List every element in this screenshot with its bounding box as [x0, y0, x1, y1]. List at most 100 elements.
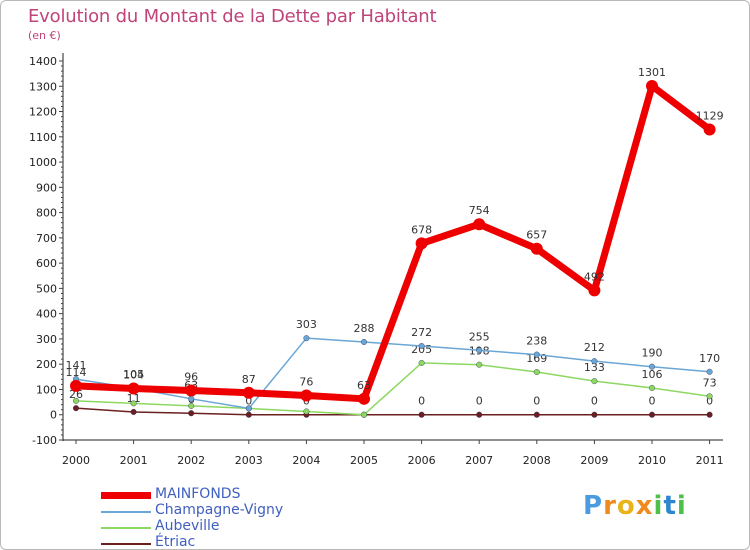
logo-letter: P — [583, 491, 604, 521]
data-point-mainfonds — [242, 386, 255, 399]
data-label--triac: 0 — [476, 395, 483, 408]
data-label-mainfonds: 63 — [357, 379, 371, 392]
legend-swatch-aubeville — [101, 527, 151, 529]
x-tick-label: 2010 — [638, 454, 666, 467]
data-label-aubeville: 73 — [703, 376, 717, 389]
y-tick-label: 600 — [36, 257, 57, 270]
data-point-aubeville — [130, 400, 137, 407]
series-line-mainfonds — [72, 82, 714, 403]
x-tick-label: 2009 — [580, 454, 608, 467]
y-tick-label: 1100 — [29, 131, 57, 144]
y-tick-label: 200 — [36, 358, 57, 371]
data-label-champagne-vigny: 170 — [699, 352, 720, 365]
data-point-mainfonds — [70, 379, 82, 392]
data-label-champagne-vigny: 288 — [354, 322, 375, 335]
data-point-mainfonds — [358, 392, 370, 405]
legend-swatch-champagne-vigny — [101, 511, 151, 513]
legend-label-champagne-vigny: Champagne-Vigny — [155, 502, 284, 518]
legend-label-mainfonds: MAINFONDS — [155, 486, 241, 502]
series-line-champagne-vigny — [75, 337, 711, 410]
data-point-mainfonds — [185, 384, 198, 397]
data-point--triac — [591, 411, 598, 418]
data-label-champagne-vigny: 255 — [469, 330, 490, 343]
data-label-champagne-vigny: 303 — [296, 318, 317, 331]
legend-label-aubeville: Aubeville — [155, 518, 220, 534]
data-label-champagne-vigny: 141 — [66, 359, 87, 372]
logo-letter: x — [635, 491, 654, 521]
data-point--triac — [533, 411, 540, 418]
data-label-champagne-vigny: 238 — [526, 335, 547, 348]
data-point-champagne-vigny — [533, 351, 540, 358]
x-tick-label: 2008 — [523, 454, 551, 467]
data-point-champagne-vigny — [188, 395, 195, 402]
data-point--triac — [476, 411, 483, 418]
series-line--triac — [75, 407, 711, 416]
y-tick-label: 300 — [36, 333, 57, 346]
logo-letter: o — [616, 491, 636, 521]
data-label--triac: 26 — [69, 388, 83, 401]
data-point--triac — [72, 405, 79, 412]
x-tick-label: 2011 — [696, 454, 724, 467]
data-point-champagne-vigny — [706, 368, 713, 375]
data-label-mainfonds: 1301 — [638, 66, 666, 79]
x-tick-label: 2006 — [408, 454, 436, 467]
data-point--triac — [130, 408, 137, 415]
logo-letter: i — [653, 491, 664, 521]
data-label-mainfonds: 96 — [184, 370, 198, 383]
data-point-aubeville — [361, 411, 368, 418]
logo-letter: i — [676, 491, 687, 521]
data-label--triac: 0 — [418, 395, 425, 408]
proxiti-logo: Proxiti — [583, 491, 687, 521]
data-point-mainfonds — [473, 218, 486, 231]
data-label-mainfonds: 104 — [123, 368, 144, 381]
legend-swatch-mainfonds — [101, 492, 151, 499]
y-tick-label: 900 — [36, 181, 57, 194]
data-label--triac: 0 — [649, 395, 656, 408]
chart-subtitle: (en €) — [28, 29, 61, 42]
data-label-mainfonds: 492 — [584, 270, 605, 283]
data-point-champagne-vigny — [361, 338, 368, 345]
data-point-aubeville — [418, 359, 425, 366]
x-tick-label: 2003 — [235, 454, 263, 467]
data-label-mainfonds: 76 — [299, 376, 313, 389]
data-point-champagne-vigny — [303, 335, 310, 342]
legend: MAINFONDS Champagne-Vigny Aubeville Étriac — [101, 486, 341, 549]
data-point-aubeville — [533, 369, 540, 376]
y-tick-label: 700 — [36, 232, 57, 245]
data-label-mainfonds: 87 — [242, 373, 256, 386]
x-tick-label: 2001 — [120, 454, 148, 467]
legend-item--triac: Étriac — [101, 534, 341, 549]
y-tick-label: 100 — [36, 383, 57, 396]
legend-item-aubeville: Aubeville — [101, 518, 341, 535]
x-tick-label: 2000 — [62, 454, 90, 467]
data-label-mainfonds: 678 — [411, 223, 432, 236]
data-label-mainfonds: 657 — [526, 229, 547, 242]
data-point-aubeville — [72, 397, 79, 404]
data-label--triac: 0 — [533, 395, 540, 408]
x-tick-label: 2004 — [292, 454, 320, 467]
data-label-mainfonds: 754 — [469, 204, 490, 217]
data-label--triac: 0 — [245, 395, 252, 408]
data-point-champagne-vigny — [476, 347, 483, 354]
data-point-mainfonds — [588, 284, 601, 297]
y-tick-label: 1400 — [29, 55, 57, 68]
data-label--triac: 11 — [127, 392, 141, 405]
data-point-aubeville — [706, 393, 713, 400]
y-tick-label: 0 — [50, 409, 57, 422]
data-label-mainfonds: 114 — [66, 366, 87, 379]
data-point-aubeville — [591, 378, 598, 385]
x-tick-label: 2007 — [465, 454, 493, 467]
data-point-aubeville — [188, 402, 195, 409]
data-label-champagne-vigny: 105 — [123, 368, 144, 381]
data-point-mainfonds — [530, 242, 543, 255]
legend-item-champagne-vigny: Champagne-Vigny — [101, 502, 341, 519]
data-point-mainfonds — [300, 389, 313, 402]
data-point-aubeville — [476, 361, 483, 368]
data-label-aubeville: 133 — [584, 361, 605, 374]
series-line-aubeville — [75, 362, 711, 416]
data-point--triac — [706, 411, 713, 418]
data-label-champagne-vigny: 272 — [411, 326, 432, 339]
chart-title: Evolution du Montant de la Dette par Hab… — [28, 6, 437, 27]
